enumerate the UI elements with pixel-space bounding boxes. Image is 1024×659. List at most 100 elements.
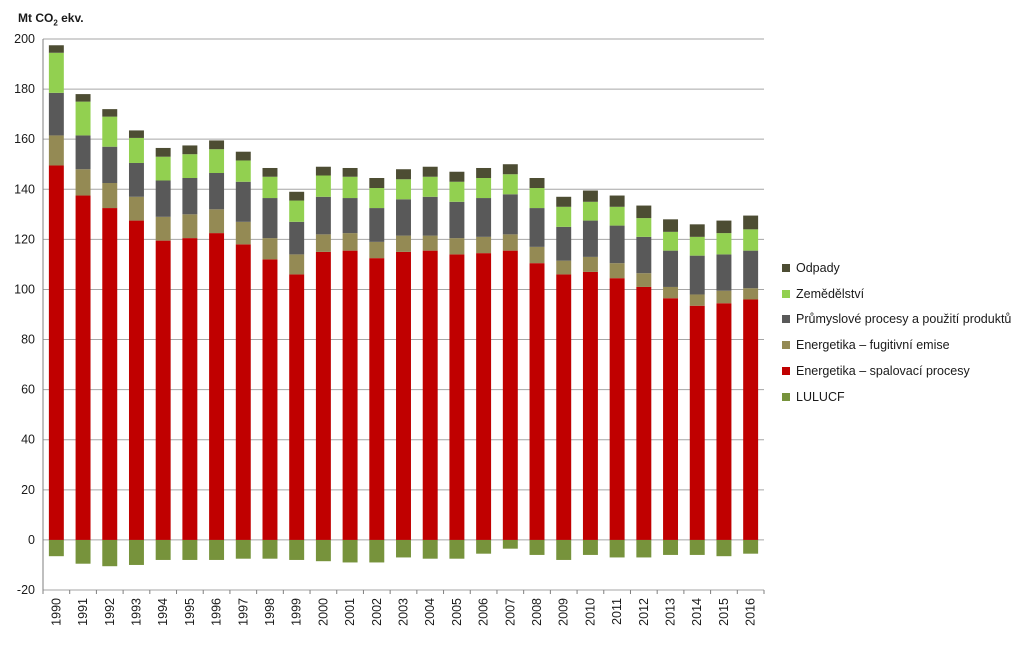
legend-label: Energetika – spalovací procesy [796,364,970,379]
legend-swatch [782,341,790,350]
bar-segment [743,299,759,540]
x-tick-label: 1995 [183,598,197,626]
bar-segment [182,214,198,239]
legend-item: Energetika – spalovací procesy [782,358,1011,384]
legend-label: Průmyslové procesy a použití produktů [796,312,1012,327]
bar-segment [582,256,598,272]
x-tick-label: 2004 [423,598,437,626]
y-tick-label: 0 [28,533,35,547]
bar-segment [529,208,545,247]
bar-segment [502,250,518,540]
x-tick-label: 2007 [503,598,517,626]
x-tick-label: 1998 [263,598,277,626]
bar-segment [128,162,144,197]
bar-segment [102,116,118,147]
bar-segment [209,172,225,210]
bar-segment [609,539,625,558]
bar-segment [209,209,225,234]
bar-segment [128,137,144,163]
legend-swatch [782,289,790,298]
x-tick-label: 2010 [583,598,597,626]
bar-segment [582,201,598,221]
x-tick-label: 1996 [210,598,224,626]
bar-segment [75,94,91,102]
bar-segment [182,539,198,560]
bar-segment [449,181,465,202]
bar-segment [182,145,198,155]
bar-segment [529,263,545,540]
y-tick-label: 20 [21,483,35,497]
x-tick-label: 1999 [290,598,304,626]
y-tick-label: 120 [14,232,35,246]
y-axis-unit-label: Mt CO2 ekv. [18,11,84,27]
bar-segment [636,539,652,558]
bar-segment [75,195,91,540]
bar-segment [556,196,572,207]
bar-segment [155,180,171,217]
bar-segment [315,196,331,235]
legend-label: LULUCF [796,389,845,404]
bar-segment [663,219,679,232]
legend: Odpady Zemědělství Průmyslové procesy a po… [782,255,1011,410]
legend-item: Průmyslové procesy a použití produktů [782,307,1011,333]
x-tick-label: 2000 [316,598,330,626]
x-tick-label: 2008 [530,598,544,626]
bar-segment [48,45,64,53]
bar-segment [582,190,598,202]
bar-segment [743,229,759,251]
bar-segment [716,290,732,304]
x-tick-label: 2013 [664,598,678,626]
bar-segment [289,274,305,540]
y-axis-unit-subscript: 2 [53,18,58,28]
bar-segment [369,539,385,563]
bar-segment [235,151,251,161]
bar-segment [689,305,705,540]
bar-segment [315,234,331,252]
bar-segment [449,238,465,255]
bar-segment [48,165,64,540]
bar-segment [689,224,705,237]
y-tick-label: 80 [21,333,35,347]
legend-swatch [782,392,790,401]
bar-segment [582,220,598,257]
bar-segment [716,233,732,255]
bar-segment [556,539,572,560]
bar-segment [342,539,358,563]
bar-segment [182,178,198,215]
x-tick-label: 2012 [637,598,651,626]
bar-segment [369,188,385,209]
bar-segment [315,166,331,176]
bar-segment [422,196,438,236]
bar-segment [289,191,305,201]
bar-segment [315,251,331,540]
bar-segment [289,539,305,560]
bar-segment [556,274,572,540]
bar-segment [476,167,492,179]
bar-segment [342,198,358,234]
bar-segment [663,539,679,555]
bar-segment [609,225,625,264]
bar-segment [315,175,331,197]
bar-segment [369,178,385,189]
bar-segment [422,250,438,540]
bar-segment [342,233,358,251]
bar-segment [502,194,518,235]
bar-segment [582,271,598,540]
bar-segment [716,254,732,291]
bar-segment [75,539,91,564]
bar-segment [48,92,64,136]
bar-segment [209,149,225,173]
bar-segment [422,539,438,559]
bar-segment [476,236,492,254]
y-tick-label: 200 [14,32,35,46]
bar-segment [743,539,759,554]
legend-swatch [782,263,790,272]
bar-segment [262,176,278,199]
bar-segment [689,539,705,555]
x-tick-label: 2016 [744,598,758,626]
bar-segment [209,539,225,560]
legend-item: LULUCF [782,384,1011,410]
bar-segment [476,253,492,540]
bar-segment [235,539,251,559]
